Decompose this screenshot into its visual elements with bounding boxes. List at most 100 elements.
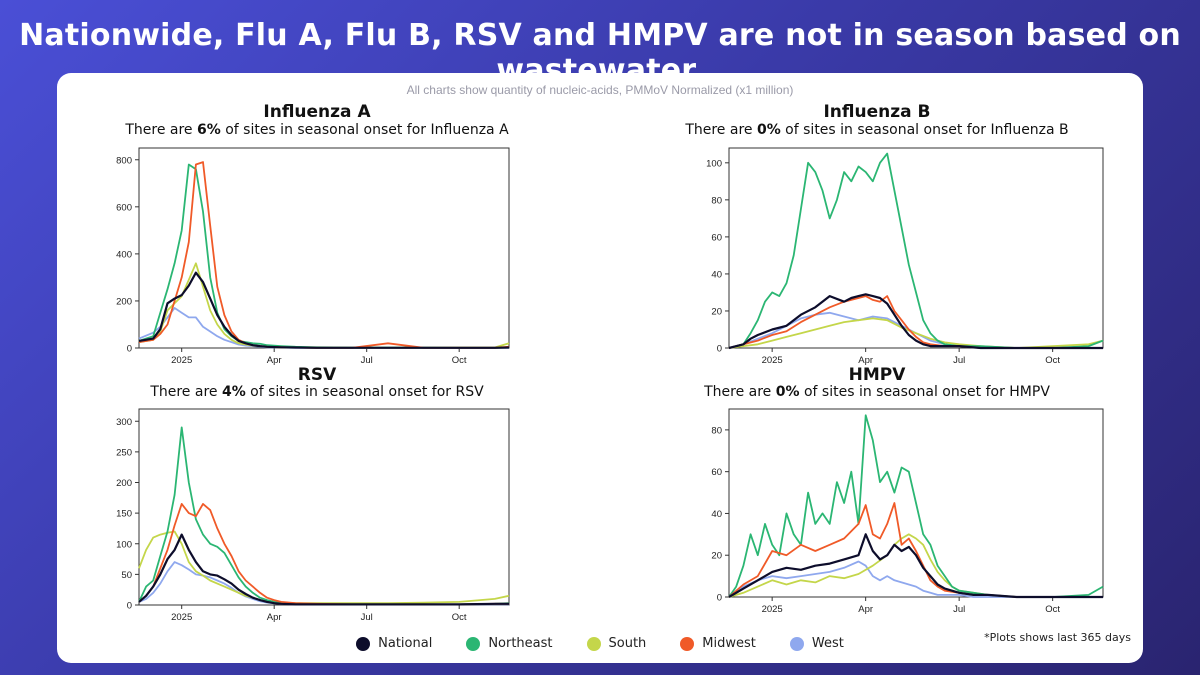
series-line-south	[138, 530, 510, 605]
y-tick-label: 400	[116, 249, 132, 260]
panel-subtitle-hmpv: There are 0% of sites in seasonal onset …	[657, 384, 1097, 400]
footnote: *Plots shows last 365 days	[984, 631, 1131, 644]
series-line-south	[728, 317, 1104, 349]
x-tick-label: 2025	[762, 355, 783, 366]
series-line-national	[728, 533, 1103, 599]
sub-pct: 0%	[775, 384, 800, 400]
plot-frame	[728, 147, 1104, 349]
y-tick-label: 300	[116, 417, 132, 428]
x-tick-label: 2025	[171, 612, 192, 623]
x-tick-label: Apr	[267, 355, 282, 366]
chart-influenza-a: 0 200 400 600 800 2025 Apr Jul Oct	[116, 147, 510, 366]
legend-label-west: West	[811, 636, 844, 651]
series-line-west	[728, 311, 1103, 349]
sub-post: of sites in seasonal onset for HMPV	[799, 384, 1050, 400]
sub-pct: 6%	[196, 122, 221, 138]
sub-pre: There are	[150, 384, 222, 400]
y-tick-label: 20	[711, 551, 722, 562]
legend-label-national: National	[378, 636, 433, 651]
series-line-west	[728, 560, 1103, 598]
legend-label-south: South	[608, 636, 647, 651]
legend-label-northeast: Northeast	[488, 636, 553, 651]
x-tick-label: Apr	[858, 604, 873, 615]
panel-title-influenza-a: Influenza A	[263, 102, 371, 122]
series-line-national	[138, 271, 510, 349]
legend-item-midwest: Midwest	[680, 636, 756, 651]
x-tick-label: Oct	[452, 355, 467, 366]
y-tick-label: 200	[116, 296, 132, 307]
sub-pre: There are	[704, 384, 776, 400]
panel-subtitle-rsv: There are 4% of sites in seasonal onset …	[117, 384, 517, 400]
y-tick-label: 60	[711, 467, 722, 478]
x-tick-label: Jul	[361, 355, 373, 366]
chart-rsv: 0 50 100 150 200 250 300 2025 Apr Jul Oct	[116, 408, 510, 623]
legend-item-south: South	[586, 636, 647, 651]
plot-frame	[728, 408, 1104, 598]
y-tick-label: 40	[711, 269, 722, 280]
y-tick-label: 200	[116, 478, 132, 489]
panel-title-hmpv: HMPV	[848, 365, 906, 385]
panel-subtitle-influenza-b: There are 0% of sites in seasonal onset …	[657, 122, 1097, 138]
legend-dot-west	[789, 636, 804, 651]
sub-post: of sites in seasonal onset for RSV	[245, 384, 484, 400]
legend-label-midwest: Midwest	[702, 636, 756, 651]
sub-pre: There are	[125, 122, 197, 138]
legend-dot-northeast	[466, 636, 481, 651]
legend-item-national: National	[356, 636, 432, 651]
sub-post: of sites in seasonal onset for Influenza…	[780, 122, 1069, 138]
plot-frame	[138, 408, 510, 606]
x-tick-label: Apr	[267, 612, 282, 623]
legend-item-northeast: Northeast	[466, 636, 553, 651]
y-tick-label: 80	[711, 195, 722, 206]
chart-influenza-b: 0 20 40 60 80 100 2025 Apr Jul Oct	[706, 147, 1104, 366]
sub-pct: 0%	[756, 122, 781, 138]
y-tick-label: 600	[116, 202, 132, 213]
legend-item-west: West	[789, 636, 844, 651]
y-tick-label: 60	[711, 232, 722, 243]
panel-subtitle-influenza-a: There are 6% of sites in seasonal onset …	[117, 122, 517, 138]
sub-pct: 4%	[221, 384, 246, 400]
x-tick-label: Oct	[452, 612, 467, 623]
headline: Nationwide, Flu A, Flu B, RSV and HMPV a…	[19, 18, 1181, 88]
series-line-midwest	[138, 503, 509, 606]
x-tick-label: Jul	[361, 612, 373, 623]
chart-card: All charts show quantity of nucleic-acid…	[57, 73, 1143, 663]
x-tick-label: Oct	[1045, 604, 1060, 615]
panel-title-influenza-b: Influenza B	[823, 102, 931, 122]
y-tick-label: 40	[711, 509, 722, 520]
units-note: All charts show quantity of nucleic-acid…	[406, 83, 794, 97]
series-line-northeast	[138, 163, 510, 349]
y-tick-label: 100	[116, 539, 132, 550]
series-line-west	[138, 307, 509, 349]
x-tick-label: 2025	[171, 355, 192, 366]
y-tick-label: 0	[717, 344, 722, 355]
legend-dot-national	[356, 636, 371, 651]
y-tick-label: 0	[127, 344, 132, 355]
series-line-midwest	[138, 161, 510, 349]
y-tick-label: 0	[717, 593, 722, 604]
y-tick-label: 100	[706, 158, 722, 169]
x-tick-label: Jul	[953, 355, 965, 366]
legend-dot-south	[586, 636, 601, 651]
x-tick-label: Apr	[858, 355, 873, 366]
y-tick-label: 20	[711, 306, 722, 317]
series-line-national	[728, 293, 1103, 350]
y-tick-label: 50	[121, 570, 132, 581]
legend-dot-midwest	[680, 636, 695, 651]
series-line-national	[138, 533, 509, 606]
y-tick-label: 150	[116, 509, 132, 520]
legend: National Northeast South Midwest West	[57, 636, 1143, 651]
y-tick-label: 80	[711, 425, 722, 436]
series-line-northeast	[728, 152, 1104, 349]
series-line-northeast	[728, 414, 1104, 598]
x-tick-label: Oct	[1045, 355, 1060, 366]
sub-pre: There are	[685, 122, 757, 138]
chart-hmpv: 0 20 40 60 80 2025 Apr Jul Oct	[711, 408, 1104, 615]
sub-post: of sites in seasonal onset for Influenza…	[220, 122, 509, 138]
y-tick-label: 250	[116, 447, 132, 458]
y-tick-label: 0	[127, 601, 132, 612]
x-tick-label: Jul	[953, 604, 965, 615]
x-tick-label: 2025	[762, 604, 783, 615]
panel-title-rsv: RSV	[297, 365, 337, 385]
y-tick-label: 800	[116, 155, 132, 166]
